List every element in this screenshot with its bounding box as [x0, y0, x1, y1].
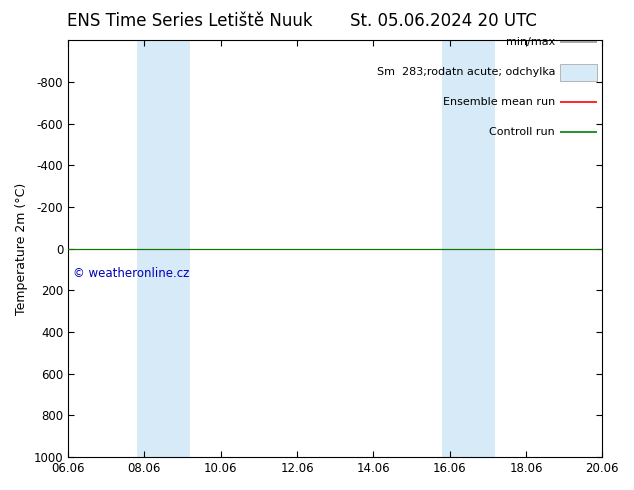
Text: Sm  283;rodatn acute; odchylka: Sm 283;rodatn acute; odchylka — [377, 67, 555, 77]
Y-axis label: Temperature 2m (°C): Temperature 2m (°C) — [15, 183, 28, 315]
Bar — [442, 40, 495, 457]
Text: © weatheronline.cz: © weatheronline.cz — [74, 268, 190, 280]
Text: St. 05.06.2024 20 UTC: St. 05.06.2024 20 UTC — [351, 12, 537, 30]
Text: min/max: min/max — [506, 37, 555, 47]
Text: Ensemble mean run: Ensemble mean run — [443, 98, 555, 107]
Text: ENS Time Series Letiště Nuuk: ENS Time Series Letiště Nuuk — [67, 12, 313, 30]
Bar — [560, 64, 597, 80]
Bar — [137, 40, 190, 457]
Text: Controll run: Controll run — [489, 127, 555, 137]
